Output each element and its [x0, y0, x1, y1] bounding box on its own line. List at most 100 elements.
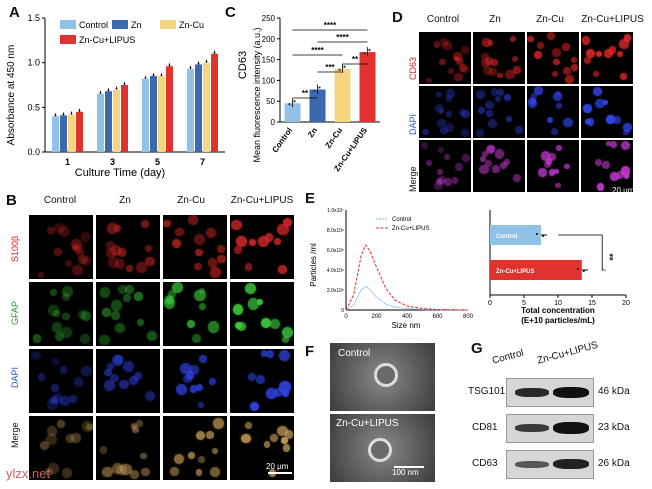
cell: [497, 72, 503, 78]
cell: [256, 298, 264, 306]
data-point: [205, 60, 208, 63]
cell: [485, 145, 495, 154]
cell: [616, 171, 625, 179]
cell: [59, 395, 70, 406]
x-tick-label: 5: [155, 157, 160, 167]
cell: [47, 226, 55, 235]
data-point: [213, 51, 216, 54]
significance-label: **: [608, 253, 618, 261]
cell: [71, 239, 83, 251]
cell: [141, 467, 150, 477]
cell: [277, 425, 288, 436]
cell: [610, 171, 619, 181]
cell: [274, 238, 282, 246]
legend-swatch: [112, 20, 128, 29]
bar: [113, 89, 120, 152]
cell: [571, 56, 578, 64]
micrograph-tile: [29, 416, 93, 480]
cell: [546, 116, 554, 123]
micrograph-tile: [581, 140, 633, 192]
wb-blot-cd63: [506, 450, 594, 479]
cell: [45, 433, 57, 445]
cell: [621, 166, 631, 176]
significance-label: **: [302, 89, 309, 98]
bar: [97, 93, 104, 152]
cell: [167, 290, 176, 299]
cell: [47, 398, 59, 411]
cell: [620, 72, 628, 80]
cell: [593, 71, 599, 78]
band: [553, 387, 589, 398]
cell: [189, 385, 198, 393]
cell: [623, 173, 630, 180]
data-point: [54, 114, 57, 117]
cell: [555, 182, 561, 189]
cell: [45, 468, 53, 476]
cell: [443, 177, 453, 187]
panel-a-chart: Absorbance at 450 nm Culture Time (day) …: [6, 13, 225, 179]
panel-e-bar-chart: Total concentration (E+10 particles/mL) …: [488, 210, 630, 325]
cell: [187, 319, 196, 328]
cell: [602, 161, 610, 169]
y-tick-label: 0.5: [27, 102, 40, 112]
micrograph-tile: [527, 86, 579, 138]
data-point: [197, 62, 200, 65]
x-tick-label: 7: [200, 157, 205, 167]
cell: [129, 376, 139, 385]
cell: [51, 357, 60, 366]
cell: [134, 372, 142, 380]
wb-kda-cd81: 23 kDa: [598, 422, 630, 433]
cell: [99, 446, 108, 454]
cell: [114, 354, 124, 364]
cell: [436, 178, 443, 185]
wb-protein-cd63: CD63: [472, 458, 498, 469]
cell: [66, 434, 75, 443]
cell: [443, 40, 452, 50]
cell: [180, 363, 192, 375]
watermark: ylzx.net: [6, 466, 51, 481]
significance-label: **: [352, 55, 359, 64]
tem-scale-label: 100 nm: [392, 468, 419, 477]
cell: [543, 160, 551, 168]
cell: [278, 350, 290, 362]
panel-b-micrograph-grid: [29, 215, 294, 480]
cell: [263, 440, 271, 448]
data-point: [189, 67, 192, 69]
cell: [595, 159, 603, 167]
panel-label-b: B: [6, 192, 17, 209]
cell: [206, 431, 214, 439]
significance-label: ****: [324, 21, 337, 30]
panel-b-row-dapi: DAPI: [10, 366, 20, 388]
cell: [80, 256, 91, 267]
cell: [481, 53, 489, 61]
cell: [73, 377, 84, 388]
cell: [269, 318, 280, 329]
legend-swatch: [60, 20, 76, 29]
panel-e-xlabel: Size nm: [392, 321, 421, 330]
cell: [439, 58, 446, 66]
cell: [171, 282, 183, 294]
cell: [171, 238, 182, 249]
cell: [459, 64, 467, 72]
panel-label-d: D: [392, 9, 403, 26]
cell: [102, 466, 114, 478]
data-point: [99, 92, 102, 94]
cell: [61, 285, 74, 298]
band: [515, 461, 549, 468]
cell: [197, 401, 205, 409]
cell: [565, 74, 575, 84]
cell: [537, 168, 547, 178]
y-tick-label: 8.0x10⁶: [327, 228, 344, 234]
cell: [37, 373, 46, 381]
micrograph-tile: [29, 282, 93, 346]
micrograph-tile: [527, 140, 579, 192]
cell: [211, 447, 219, 455]
cell: [437, 168, 444, 175]
cell: [110, 245, 121, 256]
cell: [564, 163, 571, 170]
cell: [187, 452, 195, 460]
cell: [596, 51, 603, 58]
cell: [620, 141, 630, 151]
y-tick-label: 250: [262, 14, 276, 23]
cell: [102, 308, 111, 317]
